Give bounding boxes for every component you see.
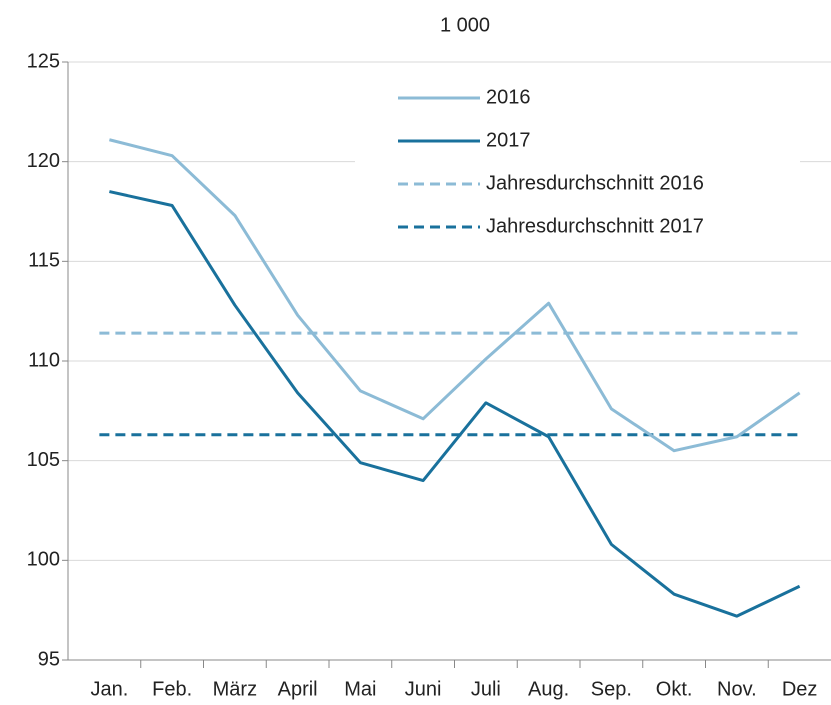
x-tick-label: Jan. [90, 678, 128, 700]
y-tick-label: 125 [27, 50, 60, 72]
chart-title: 1 000 [440, 14, 490, 36]
x-tick-label: Okt. [656, 678, 693, 700]
x-tick-label: Juni [405, 678, 442, 700]
data-line [109, 190, 801, 618]
y-tick-label: 110 [28, 349, 60, 371]
x-tick-label: Sep. [591, 678, 632, 700]
x-tick-label: März [213, 678, 257, 700]
x-tick-label: Aug. [528, 678, 569, 700]
x-tick-label: Dez [782, 678, 818, 700]
y-tick-label: 105 [27, 449, 60, 471]
y-tick-label: 115 [28, 250, 60, 272]
y-tick-label: 95 [38, 648, 60, 670]
data-line [109, 138, 801, 453]
y-tick-label: 100 [27, 549, 60, 571]
legend-label: Jahresdurchschnitt 2017 [486, 215, 704, 237]
legend-label: 2016 [486, 86, 531, 108]
x-tick-label: Juli [471, 678, 501, 700]
x-tick-label: April [278, 678, 318, 700]
x-tick-label: Feb. [152, 678, 192, 700]
legend-label: Jahresdurchschnitt 2016 [486, 172, 704, 194]
legend-label: 2017 [486, 129, 531, 151]
legend-background [355, 75, 800, 250]
x-tick-label: Nov. [717, 678, 757, 700]
y-tick-label: 120 [27, 150, 60, 172]
x-tick-label: Mai [344, 678, 376, 700]
